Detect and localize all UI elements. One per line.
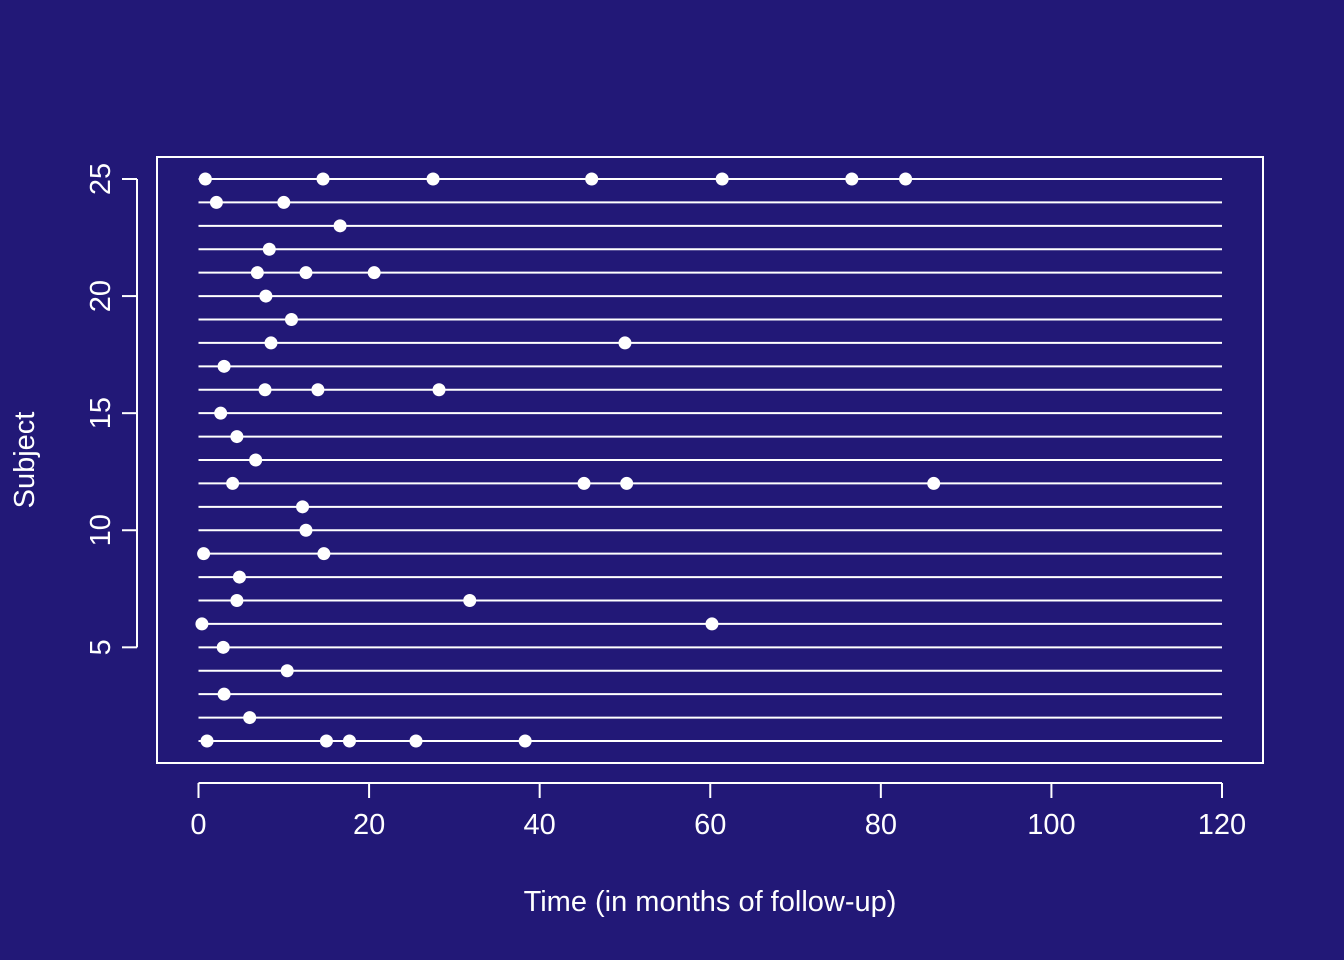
event-point: [311, 383, 325, 397]
event-point: [258, 383, 272, 397]
x-axis: 0 20 40 60 80 100 120: [190, 782, 1246, 841]
event-point: [409, 734, 423, 748]
event-point: [216, 640, 230, 654]
event-point: [316, 172, 330, 186]
event-point: [426, 172, 440, 186]
event-point: [618, 336, 632, 350]
y-tick-label: 25: [85, 163, 117, 195]
event-point: [296, 500, 310, 514]
event-point: [230, 594, 244, 607]
event-point: [620, 476, 634, 490]
y-axis: 5 10 15 20 25: [85, 163, 138, 655]
event-point: [243, 711, 257, 725]
x-tick-label: 40: [524, 809, 556, 841]
plot-frame: [156, 156, 1264, 764]
event-point: [214, 406, 228, 420]
event-point: [899, 172, 913, 186]
event-point: [217, 687, 231, 701]
event-point: [317, 547, 331, 561]
event-point: [585, 172, 599, 186]
event-point: [463, 594, 477, 607]
x-tick-label: 100: [1027, 809, 1075, 841]
event-point: [333, 219, 347, 233]
subject-lines: [198, 178, 1222, 742]
event-point: [198, 172, 212, 186]
event-point: [217, 359, 231, 373]
event-point: [249, 453, 263, 467]
event-point: [367, 266, 381, 280]
y-tick-label: 10: [85, 514, 117, 546]
y-tick-label: 5: [85, 639, 117, 655]
event-point: [342, 734, 356, 748]
x-tick-label: 20: [353, 809, 385, 841]
y-tick-label: 15: [85, 397, 117, 429]
event-point: [518, 734, 532, 748]
event-point: [432, 383, 446, 397]
event-point: [845, 172, 859, 186]
event-point: [299, 266, 313, 280]
x-tick-label: 120: [1198, 809, 1246, 841]
event-point: [264, 336, 278, 350]
event-point: [705, 617, 719, 631]
event-points: [195, 172, 941, 748]
x-tick-label: 0: [190, 809, 206, 841]
event-point: [280, 664, 294, 678]
event-point: [319, 734, 333, 748]
event-point: [577, 476, 591, 490]
x-tick-label: 80: [865, 809, 897, 841]
event-point: [209, 195, 223, 209]
event-point: [200, 734, 214, 748]
x-tick-label: 60: [694, 809, 726, 841]
event-point: [230, 430, 244, 444]
event-point: [226, 476, 240, 490]
event-point: [284, 313, 298, 326]
event-point: [197, 547, 211, 561]
event-point: [299, 523, 313, 537]
event-point: [715, 172, 729, 186]
event-point: [232, 570, 246, 584]
event-point: [927, 476, 941, 490]
event-point: [259, 289, 273, 303]
y-tick-label: 20: [85, 280, 117, 312]
event-point: [250, 266, 264, 280]
event-point: [262, 242, 276, 256]
event-point: [277, 195, 291, 209]
event-point: [195, 617, 209, 631]
y-axis-title: Subject: [9, 412, 41, 509]
x-axis-title: Time (in months of follow-up): [524, 886, 897, 918]
